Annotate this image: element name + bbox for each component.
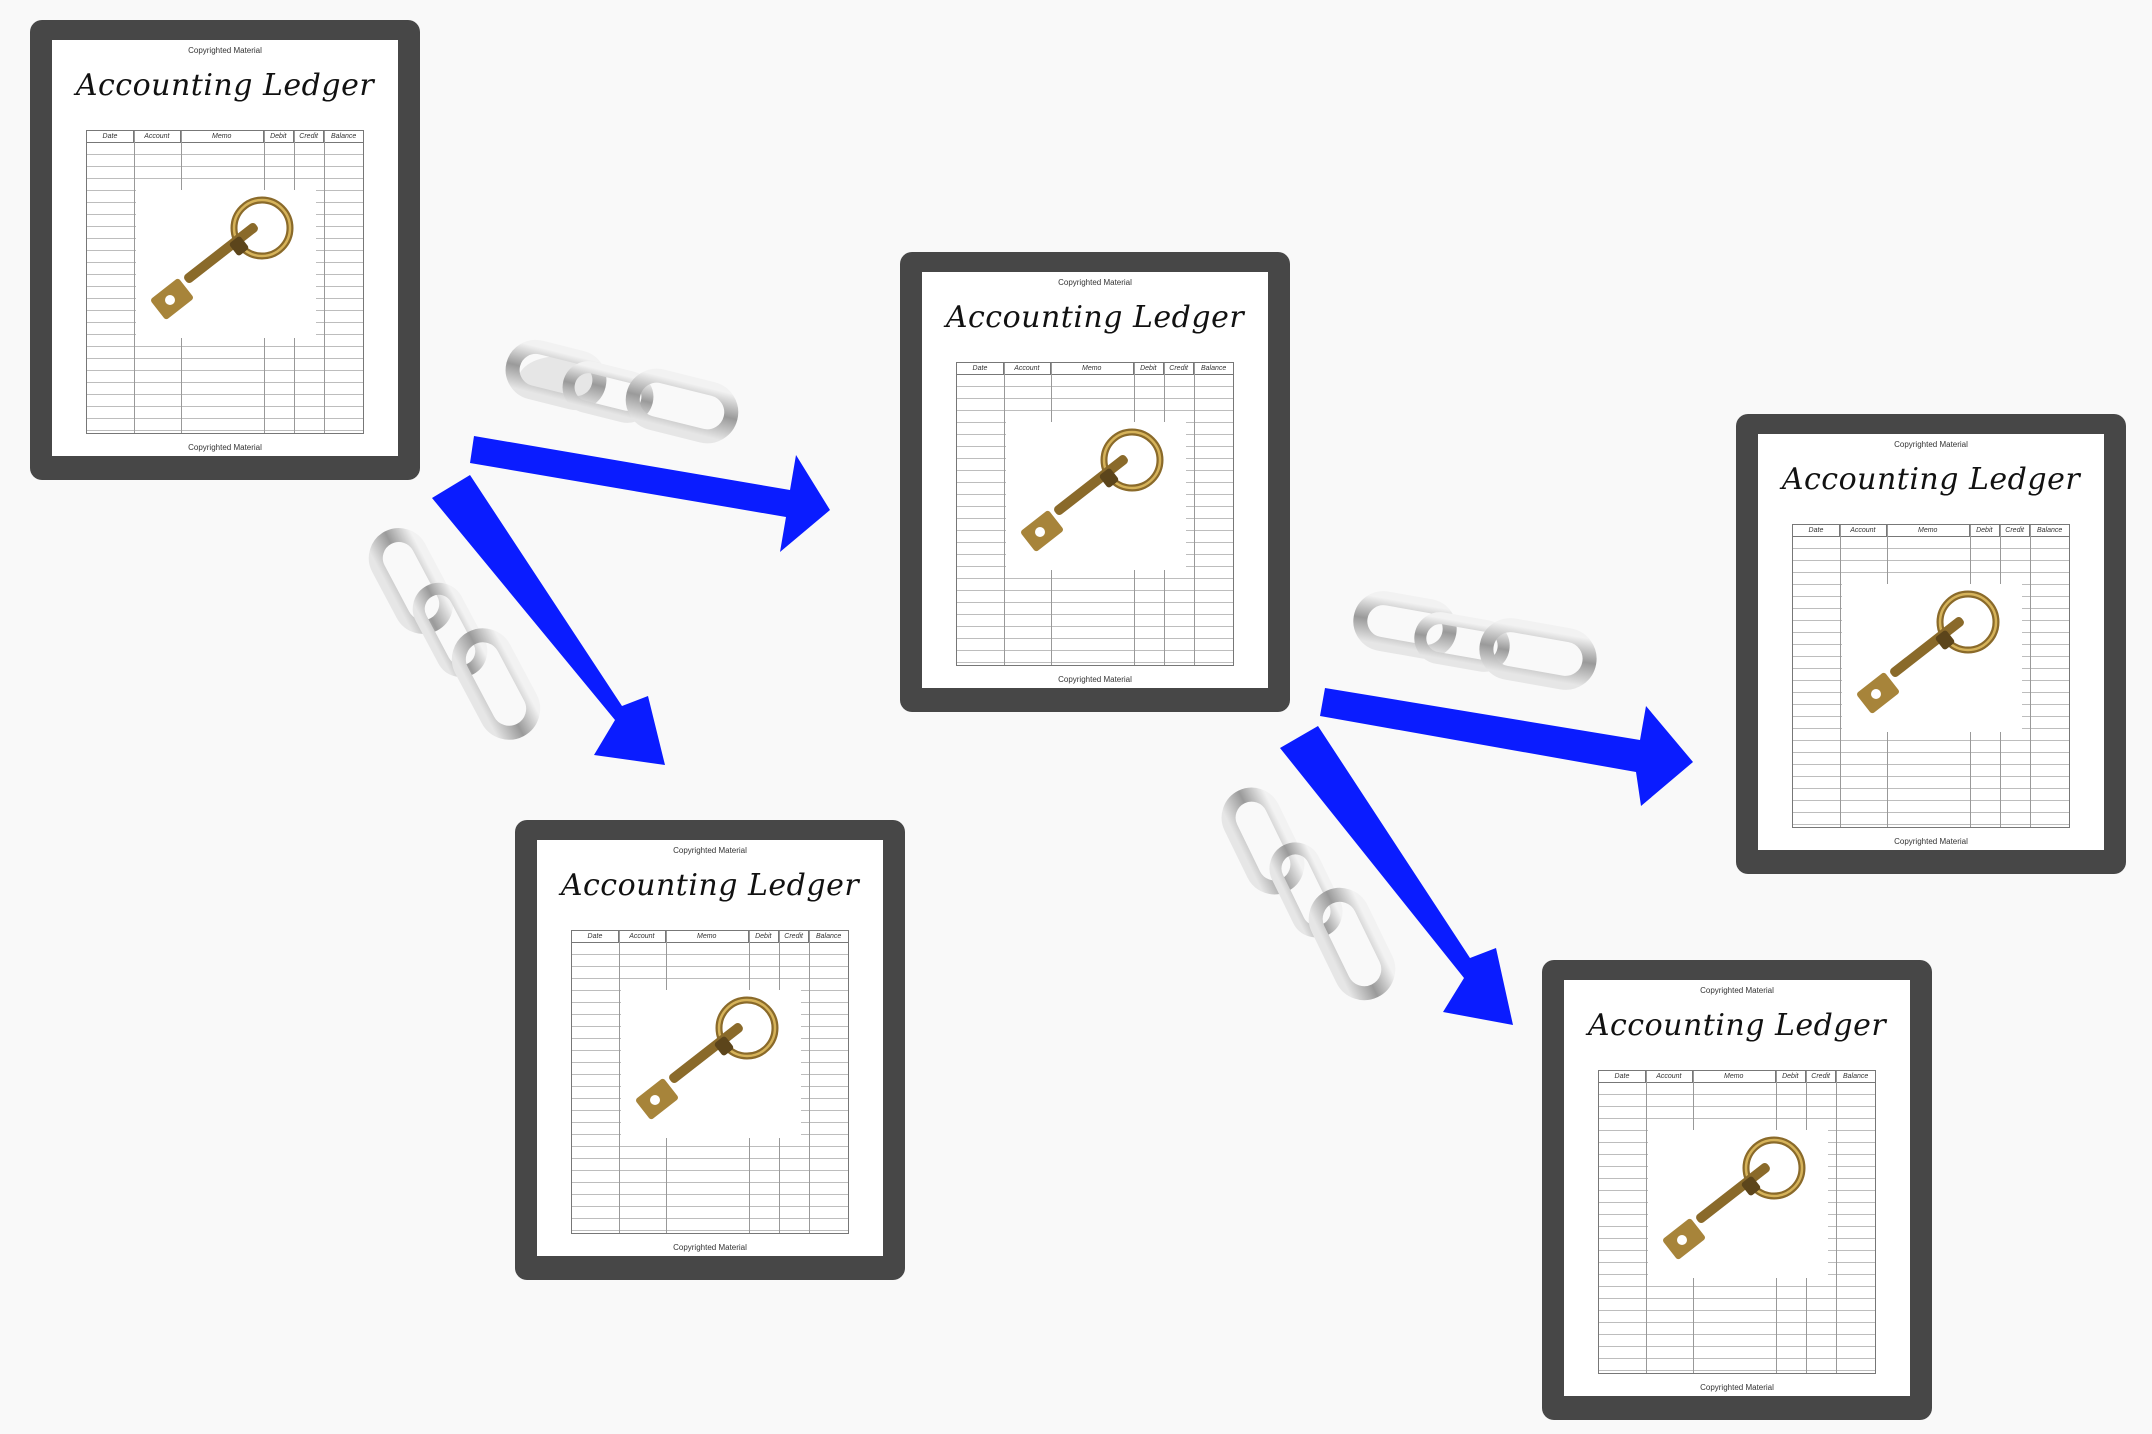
ledger-header-row: Date Account Memo Debit Credit Balance — [572, 931, 848, 943]
ledger-header-row: Date Account Memo Debit Credit Balance — [1793, 525, 2069, 537]
copyright-label: Copyrighted Material — [1058, 278, 1132, 287]
ledger-card: Copyrighted Material Accounting Ledger D… — [515, 820, 905, 1280]
col-credit: Credit — [779, 931, 810, 942]
col-memo: Memo — [1051, 363, 1134, 374]
copyright-label: Copyrighted Material — [188, 46, 262, 55]
key-image — [1006, 422, 1186, 570]
key-image — [1842, 584, 2022, 732]
ledger-card: Copyrighted Material Accounting Ledger D… — [1542, 960, 1932, 1420]
chain-link-icon — [1221, 787, 1396, 1001]
col-date: Date — [572, 931, 619, 942]
col-balance: Balance — [815, 933, 842, 940]
ledger-title: Accounting Ledger — [560, 868, 860, 903]
ledger-header-row: Date Account Memo Debit Credit Balance — [957, 363, 1233, 375]
copyright-label: Copyrighted Material — [1894, 837, 1968, 846]
col-memo: Memo — [1693, 1071, 1776, 1082]
ledger-page: Copyrighted Material Accounting Ledger D… — [52, 40, 398, 456]
copyright-label: Copyrighted Material — [1058, 675, 1132, 684]
col-account: Account — [619, 931, 666, 942]
arrow-icon — [432, 436, 830, 765]
chain-link-icon — [368, 528, 541, 740]
col-memo: Memo — [181, 131, 264, 142]
col-date: Date — [957, 363, 1004, 374]
copyright-label: Copyrighted Material — [1700, 1383, 1774, 1392]
ledger-card: Copyrighted Material Accounting Ledger D… — [900, 252, 1290, 712]
col-credit: Credit — [2000, 525, 2031, 536]
col-debit: Debit — [1134, 363, 1164, 374]
col-date: Date — [1599, 1071, 1646, 1082]
key-icon — [151, 196, 294, 320]
col-credit: Credit — [294, 131, 325, 142]
ledger-title: Accounting Ledger — [1781, 462, 2081, 497]
key-image — [621, 990, 801, 1138]
key-icon — [636, 996, 779, 1120]
col-credit: Credit — [1164, 363, 1195, 374]
col-date: Date — [1793, 525, 1840, 536]
ledger-header-row: Date Account Memo Debit Credit Balance — [87, 131, 363, 143]
copyright-label: Copyrighted Material — [673, 846, 747, 855]
ledger-title: Accounting Ledger — [75, 68, 375, 103]
col-account: Account — [1004, 363, 1051, 374]
col-account: Account — [134, 131, 181, 142]
ledger-page: Copyrighted Material Accounting Ledger D… — [537, 840, 883, 1256]
col-balance: Balance — [2036, 527, 2063, 534]
ledger-header-row: Date Account Memo Debit Credit Balance — [1599, 1071, 1875, 1083]
arrow-icon — [1280, 688, 1693, 1025]
col-account: Account — [1646, 1071, 1693, 1082]
col-balance: Balance — [1200, 365, 1227, 372]
ledger-card: Copyrighted Material Accounting Ledger D… — [1736, 414, 2126, 874]
key-icon — [1857, 590, 2000, 714]
col-date: Date — [87, 131, 134, 142]
ledger-page: Copyrighted Material Accounting Ledger D… — [1564, 980, 1910, 1396]
ledger-title: Accounting Ledger — [1587, 1008, 1887, 1043]
ledger-page: Copyrighted Material Accounting Ledger D… — [1758, 434, 2104, 850]
col-debit: Debit — [749, 931, 779, 942]
copyright-label: Copyrighted Material — [1894, 440, 1968, 449]
key-icon — [1663, 1136, 1806, 1260]
key-image — [1648, 1130, 1828, 1278]
col-account: Account — [1840, 525, 1887, 536]
ledger-table: Date Account Memo Debit Credit Balance — [86, 130, 364, 434]
chain-link-icon — [1353, 591, 1597, 690]
ledger-title: Accounting Ledger — [945, 300, 1245, 335]
col-debit: Debit — [1776, 1071, 1806, 1082]
col-balance: Balance — [1842, 1073, 1869, 1080]
ledger-page: Copyrighted Material Accounting Ledger D… — [922, 272, 1268, 688]
col-debit: Debit — [264, 131, 294, 142]
col-memo: Memo — [1887, 525, 1970, 536]
col-credit: Credit — [1806, 1071, 1837, 1082]
chain-link-icon — [505, 339, 739, 444]
copyright-label: Copyrighted Material — [1700, 986, 1774, 995]
col-balance: Balance — [330, 133, 357, 140]
col-memo: Memo — [666, 931, 749, 942]
ledger-card: Copyrighted Material Accounting Ledger D… — [30, 20, 420, 480]
key-icon — [1021, 428, 1164, 552]
col-debit: Debit — [1970, 525, 2000, 536]
key-image — [136, 190, 316, 338]
copyright-label: Copyrighted Material — [673, 1243, 747, 1252]
copyright-label: Copyrighted Material — [188, 443, 262, 452]
